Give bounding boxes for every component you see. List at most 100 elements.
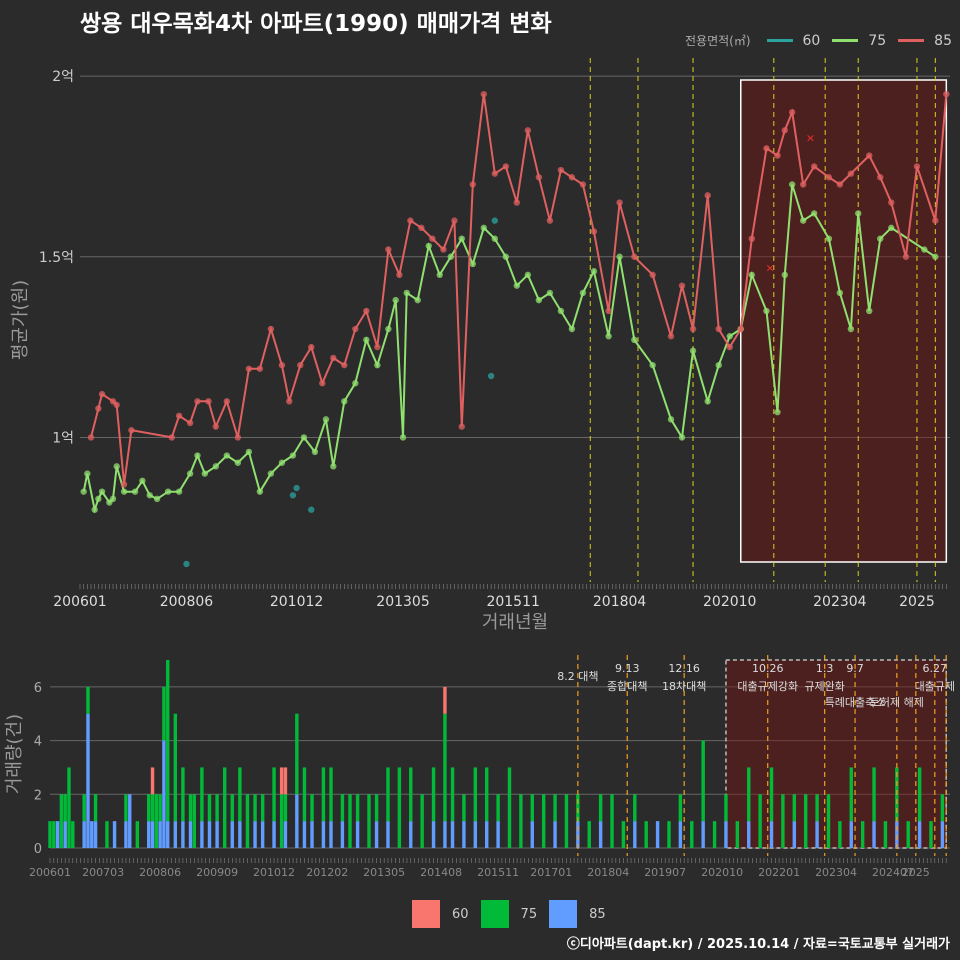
- data-point-85: [418, 224, 425, 232]
- data-point-85: [866, 152, 873, 159]
- volume-bar-75: [124, 794, 128, 822]
- volume-bar-75: [215, 794, 219, 822]
- volume-bar-75: [245, 794, 250, 848]
- volume-bar-75: [485, 767, 489, 822]
- volume-bar-75: [758, 794, 762, 848]
- data-point-85: [799, 181, 807, 188]
- data-point-75: [649, 361, 656, 369]
- volume-bar-75: [166, 660, 170, 822]
- volume-bar-chart: 0 2 4 6 8.2 대책 9.13 종합대책 12.16 18차대책 10.26 대출규제강화 1…: [4, 655, 955, 879]
- legend-label-85: 85: [934, 32, 952, 49]
- data-point-85: [429, 235, 436, 242]
- bar-legend-label-60: 60: [452, 906, 469, 922]
- volume-bar-75: [253, 794, 257, 822]
- data-point-75: [524, 271, 532, 279]
- credit-line: ⓒ디아파트(dapt.kr) / 2025.10.14 / 자료=국토교통부 실…: [566, 937, 950, 952]
- volume-bar-75: [63, 794, 67, 822]
- volume-bar-85: [340, 821, 345, 848]
- data-point-75: [774, 408, 781, 416]
- volume-x-tick-label: 200806: [139, 866, 181, 879]
- volume-bar-85: [792, 821, 797, 848]
- highlight-region: [740, 79, 948, 563]
- data-point-85: [212, 423, 220, 430]
- volume-bar-75: [507, 767, 512, 848]
- volume-bar-85: [443, 821, 447, 848]
- policy-label-date: 10.26: [752, 662, 784, 675]
- data-point-75: [631, 336, 638, 344]
- data-point-60: [183, 560, 190, 568]
- volume-bar-75: [530, 794, 534, 822]
- data-point-75: [80, 488, 87, 495]
- policy-label-name: 종합대책: [607, 680, 647, 693]
- price-line-chart: 1억 1.5억 2억 200601 200806 201012 201305 201511 20…: [10, 58, 950, 633]
- volume-bar-75: [610, 794, 614, 848]
- data-point-75: [704, 398, 711, 405]
- volume-bar-75: [781, 794, 785, 848]
- volume-bar-75: [769, 767, 774, 822]
- volume-y-tick: 4: [34, 735, 42, 750]
- data-point-75: [374, 361, 381, 369]
- data-point-85: [605, 307, 612, 315]
- data-point-85: [98, 390, 106, 398]
- x-tick-label: 200806: [160, 594, 214, 610]
- data-point-85: [120, 481, 128, 488]
- data-point-75: [153, 495, 161, 503]
- volume-bar-85: [200, 821, 204, 848]
- volume-bar-75: [803, 794, 808, 848]
- policy-label-date: 12.16: [668, 662, 700, 675]
- volume-bar-85: [485, 821, 489, 848]
- volume-x-tick-label: 200703: [82, 866, 124, 879]
- volume-bar-85: [128, 794, 132, 848]
- volume-bar-85: [124, 821, 128, 848]
- y-tick-label: 2억: [52, 69, 74, 85]
- data-point-75: [245, 448, 253, 456]
- data-point-75: [781, 271, 789, 279]
- volume-bar-85: [815, 821, 819, 848]
- volume-bar-85: [188, 821, 193, 848]
- legend-label-75: 75: [868, 32, 887, 49]
- volume-bar-75: [238, 767, 242, 822]
- volume-bar-85: [576, 821, 580, 848]
- data-point-75: [186, 470, 194, 477]
- volume-x-tick-label: 201305: [363, 866, 405, 879]
- data-point-75: [932, 253, 939, 260]
- volume-bar-75: [860, 821, 865, 848]
- x-tick-label: 201804: [593, 594, 647, 610]
- data-point-85: [788, 109, 796, 116]
- volume-bar-75: [82, 794, 86, 822]
- volume-bar-75: [147, 794, 151, 822]
- data-point-85: [774, 152, 781, 159]
- volume-bar-85: [496, 821, 500, 848]
- volume-bar-85: [769, 821, 774, 848]
- volume-bar-75: [519, 794, 523, 848]
- data-point-75: [322, 416, 330, 423]
- volume-bar-85: [90, 821, 94, 848]
- volume-bar-75: [496, 794, 500, 822]
- volume-bar-75: [576, 794, 580, 822]
- volume-x-tick-label: 201701: [530, 866, 572, 879]
- data-point-85: [557, 166, 565, 174]
- data-point-75: [201, 470, 209, 477]
- data-point-75: [164, 488, 172, 495]
- data-point-85: [943, 90, 950, 98]
- data-point-75: [726, 333, 733, 340]
- bar-legend-label-75: 75: [520, 906, 538, 922]
- volume-bar-75: [279, 794, 284, 848]
- data-point-85: [579, 181, 587, 188]
- data-point-75: [810, 210, 818, 217]
- volume-bar-85: [150, 821, 155, 848]
- data-point-75: [289, 452, 297, 459]
- volume-bar-85: [63, 821, 67, 848]
- volume-bar-75: [724, 794, 728, 822]
- x-tick-label: 200601: [53, 594, 106, 610]
- y-axis-label: 평균가(원): [10, 280, 31, 360]
- volume-bar-85: [166, 821, 170, 848]
- volume-bar-75: [173, 713, 178, 822]
- data-point-75: [480, 224, 487, 232]
- y-tick-label: 1억: [52, 430, 74, 446]
- volume-bar-85: [86, 713, 90, 848]
- volume-bar-85: [321, 821, 326, 848]
- data-point-85: [524, 127, 532, 134]
- data-point-85: [888, 199, 895, 206]
- data-point-85: [781, 127, 789, 134]
